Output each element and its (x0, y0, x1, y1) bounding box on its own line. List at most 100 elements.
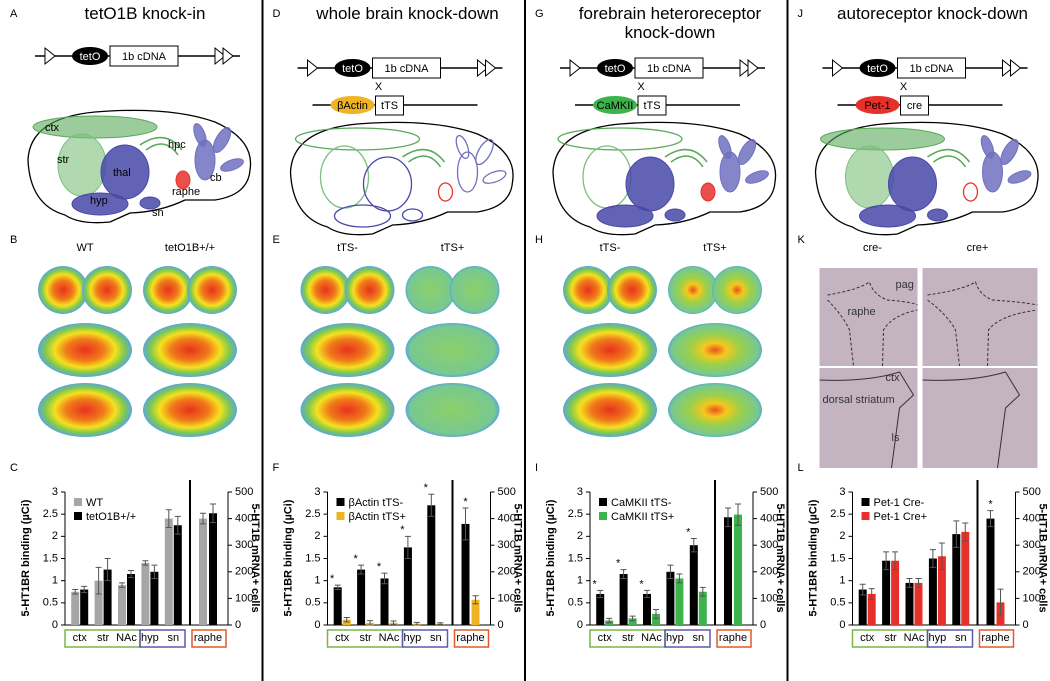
x-tick-label: sn (167, 632, 179, 644)
error-bar (690, 538, 697, 553)
error-bar (210, 503, 216, 524)
hypothalamus (859, 204, 916, 228)
error-bar (868, 588, 875, 600)
image-label: cre+ (967, 242, 989, 254)
bar (891, 560, 900, 625)
y-tick-label: 2.5 (830, 508, 845, 520)
y2-tick-label: 100 (235, 592, 253, 604)
group-box (401, 629, 449, 648)
brain-section (143, 266, 193, 314)
error-bar (735, 503, 741, 526)
bar (80, 589, 89, 625)
bar (199, 518, 207, 625)
y-axis-label: 5-HT1BR binding (µCi) (545, 499, 557, 616)
promoter-label: tetO (342, 63, 363, 75)
driver-box (375, 95, 404, 116)
driver-promoter-label: CaMKII (597, 100, 634, 112)
promoter (859, 59, 896, 77)
bar (734, 514, 742, 625)
brain-section (344, 266, 395, 314)
y-tick-label: 2 (839, 530, 845, 542)
x-tick-label: ctx (598, 632, 613, 644)
y2-tick-label: 300 (760, 539, 778, 551)
panel-letter: H (535, 234, 543, 246)
error-bar (334, 584, 341, 591)
error-bar (81, 585, 88, 594)
image-label: WT (76, 242, 93, 254)
cerebellum (220, 158, 244, 172)
x-tick-label: hyp (141, 632, 159, 644)
error-bar (381, 572, 388, 585)
bar (652, 613, 660, 625)
cerebellum (1000, 139, 1019, 165)
brain-schematic (289, 121, 514, 236)
chart: F 0 0.5 1 1.5 2 2.5 3 0 100 200 300 400 500 5-HT1BR bi… (273, 462, 524, 648)
x-tick-label: hyp (929, 632, 947, 644)
y-tick-label: 3 (839, 486, 845, 498)
brain-label: hpc (168, 139, 186, 151)
y-tick-label: 1.5 (830, 552, 845, 564)
brain-section (38, 383, 132, 437)
cerebellum (482, 170, 507, 184)
x-tick-label: str (359, 632, 372, 644)
y-tick-label: 2.5 (568, 508, 583, 520)
bar (103, 569, 112, 625)
panel-title: forebrain heteroreceptor knock-down (578, 4, 762, 42)
y2-axis-label: 5-HT1B mRNA+ cells (1037, 503, 1049, 612)
legend-label: tetO1B+/+ (86, 511, 136, 523)
histology-image (922, 268, 1038, 366)
y-tick-label: 1.5 (568, 552, 583, 564)
raphe (175, 170, 191, 190)
group-box (139, 629, 186, 648)
error-bar (667, 564, 674, 579)
x-tick-label: raphe (456, 632, 484, 644)
gene-label: 1b cDNA (647, 63, 692, 75)
bar (141, 562, 150, 625)
y2-tick-label: 200 (235, 566, 253, 578)
legend-label: βActin tTS+ (349, 511, 406, 523)
bar (71, 591, 80, 625)
driver-gene-label: tTS (643, 100, 660, 112)
brain-section (405, 383, 500, 437)
bar (619, 574, 628, 625)
legend-label: Pet-1 Cre- (874, 497, 925, 509)
x-tick-label: NAc (641, 632, 662, 644)
y-tick-label: 0 (52, 619, 58, 631)
significance-mark: * (463, 496, 468, 508)
panel-letter: K (798, 234, 806, 246)
bar (403, 547, 412, 625)
loxp-site (44, 46, 56, 66)
panel-title: whole brain knock-down (316, 4, 499, 23)
legend-label: βActin tTS- (349, 497, 404, 509)
error-bar (404, 535, 411, 559)
error-bar (606, 617, 613, 624)
section-label: pag (896, 279, 914, 291)
brain-section (449, 266, 500, 314)
brain-section (38, 266, 88, 314)
bar (724, 517, 732, 625)
x-tick-label: ctx (73, 632, 88, 644)
image-label: tTS+ (441, 242, 465, 254)
y2-axis-label: 5-HT1B mRNA+ cells (512, 503, 524, 612)
bar (643, 593, 651, 625)
error-bar (104, 558, 111, 582)
y-tick-label: 1 (577, 575, 583, 587)
panel-letter: F (273, 462, 280, 474)
brain-section (38, 323, 132, 377)
gene-box (897, 57, 966, 79)
y-tick-label: 3 (577, 486, 583, 498)
bar (173, 525, 182, 625)
y-tick-label: 1.5 (43, 552, 58, 564)
x-tick-label: raphe (719, 632, 747, 644)
legend-swatch (599, 512, 607, 520)
error-bar (151, 564, 158, 579)
brain-section (563, 383, 657, 437)
cerebellum (1007, 170, 1032, 184)
brain-section (405, 323, 500, 377)
panel-letter: E (273, 234, 280, 246)
hypothalamus (333, 204, 392, 228)
driver-promoter-label: βActin (337, 100, 368, 112)
brain-section (300, 323, 395, 377)
